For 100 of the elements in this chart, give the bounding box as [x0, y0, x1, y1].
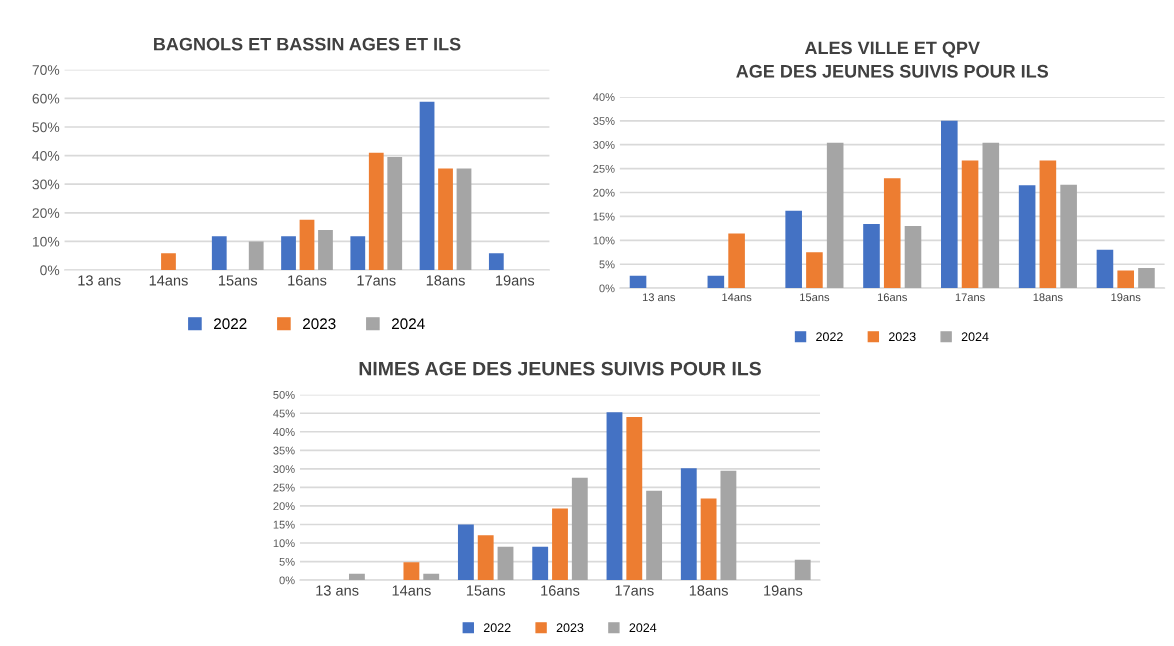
y-tick-label: 0%	[279, 576, 295, 585]
y-tick-label: 0%	[40, 265, 60, 276]
legend-label: 2023	[303, 318, 336, 330]
bar	[1117, 270, 1134, 289]
y-tick-label: 30%	[273, 465, 295, 473]
bar	[423, 573, 440, 581]
bar	[707, 275, 725, 289]
bar	[368, 152, 384, 271]
x-tick-label: 15ans	[466, 585, 506, 596]
legend-label: 2024	[961, 332, 989, 342]
bar	[1096, 249, 1114, 289]
bar	[720, 470, 737, 581]
bar	[961, 160, 979, 289]
bar	[606, 412, 623, 581]
x-tick-label: 17ans	[357, 275, 396, 286]
x-tick-label: 14ans	[722, 293, 752, 302]
x-tick-label: 15ans	[800, 293, 830, 302]
y-tick-label: 20%	[593, 188, 615, 197]
bar	[552, 508, 568, 581]
x-tick-label: 19ans	[764, 585, 803, 596]
chart-title: BAGNOLS ET BASSIN AGES ET ILS	[154, 37, 461, 51]
y-tick-label: 10%	[32, 236, 60, 247]
x-tick-label: 13 ans	[78, 275, 121, 286]
y-tick-label: 20%	[32, 208, 60, 218]
x-tick-label: 16ans	[877, 293, 907, 302]
bar	[680, 468, 697, 581]
legend-label: 2022	[816, 332, 843, 342]
y-tick-label: 20%	[273, 502, 295, 511]
bar	[883, 178, 901, 289]
x-tick-label: 16ans	[288, 275, 327, 286]
y-tick-label: 10%	[593, 236, 615, 245]
bar	[728, 233, 745, 289]
bar	[497, 546, 514, 581]
x-tick-label: 15ans	[218, 275, 258, 286]
y-tick-label: 40%	[593, 93, 615, 102]
x-tick-label: 14ans	[149, 275, 188, 286]
bar	[646, 490, 663, 581]
bar	[904, 225, 922, 289]
bar	[1018, 185, 1036, 289]
y-tick-label: 35%	[273, 446, 295, 455]
bar	[477, 535, 494, 581]
bar	[211, 236, 227, 271]
bar	[419, 101, 435, 271]
y-tick-label: 25%	[593, 164, 615, 173]
bar	[488, 253, 504, 271]
bar	[863, 224, 880, 289]
bar	[1039, 160, 1057, 289]
bar	[457, 524, 474, 581]
y-tick-label: 35%	[593, 117, 615, 125]
x-tick-label: 18ans	[1033, 293, 1063, 302]
bar	[785, 210, 802, 289]
bar	[626, 416, 643, 581]
bar	[982, 142, 1000, 289]
x-tick-label: 19ans	[1111, 293, 1141, 302]
bar	[700, 498, 717, 581]
y-tick-label: 10%	[273, 539, 295, 548]
bar	[1138, 268, 1155, 289]
bar	[281, 236, 296, 271]
y-tick-label: 5%	[279, 557, 295, 566]
y-tick-label: 40%	[32, 150, 60, 161]
bar	[794, 559, 811, 581]
y-tick-label: 30%	[593, 140, 615, 149]
bar	[571, 477, 588, 581]
legend-label: 2022	[214, 318, 247, 330]
bar	[532, 546, 549, 581]
x-tick-label: 18ans	[689, 585, 728, 596]
legend-label: 2023	[556, 623, 584, 633]
x-tick-label: 17ans	[615, 585, 654, 596]
bar	[438, 168, 453, 271]
y-tick-label: 5%	[599, 260, 615, 269]
y-tick-label: 50%	[32, 122, 60, 133]
y-tick-label: 0%	[599, 284, 615, 293]
bar	[318, 229, 333, 271]
y-tick-label: 15%	[273, 520, 295, 529]
x-tick-label: 13 ans	[642, 293, 676, 302]
chart-title: NIMES AGE DES JEUNES SUIVIS POUR ILS	[359, 361, 761, 376]
bar	[350, 236, 366, 271]
x-tick-label: 19ans	[496, 275, 535, 286]
y-tick-label: 30%	[32, 179, 60, 190]
bar	[806, 252, 823, 289]
x-tick-label: 13 ans	[316, 585, 359, 596]
y-tick-label: 50%	[273, 390, 295, 399]
bar	[161, 253, 176, 271]
x-tick-label: 17ans	[955, 293, 985, 302]
legend-label: 2024	[629, 623, 657, 633]
x-tick-label: 16ans	[541, 585, 580, 596]
bar	[629, 275, 647, 289]
bar	[248, 241, 264, 271]
chart-title: ALES VILLE ET QPV AGE DES JEUNES SUIVIS POUR ILS	[736, 41, 1049, 78]
bar	[456, 168, 472, 271]
y-tick-label: 60%	[32, 93, 60, 104]
x-tick-label: 14ans	[392, 585, 431, 596]
y-tick-label: 45%	[273, 409, 295, 418]
bar	[1060, 184, 1077, 289]
y-tick-label: 70%	[32, 65, 60, 75]
bar	[348, 573, 365, 581]
y-tick-label: 25%	[273, 483, 295, 492]
bar	[941, 120, 958, 289]
y-tick-label: 40%	[273, 428, 295, 436]
bar	[826, 142, 844, 289]
